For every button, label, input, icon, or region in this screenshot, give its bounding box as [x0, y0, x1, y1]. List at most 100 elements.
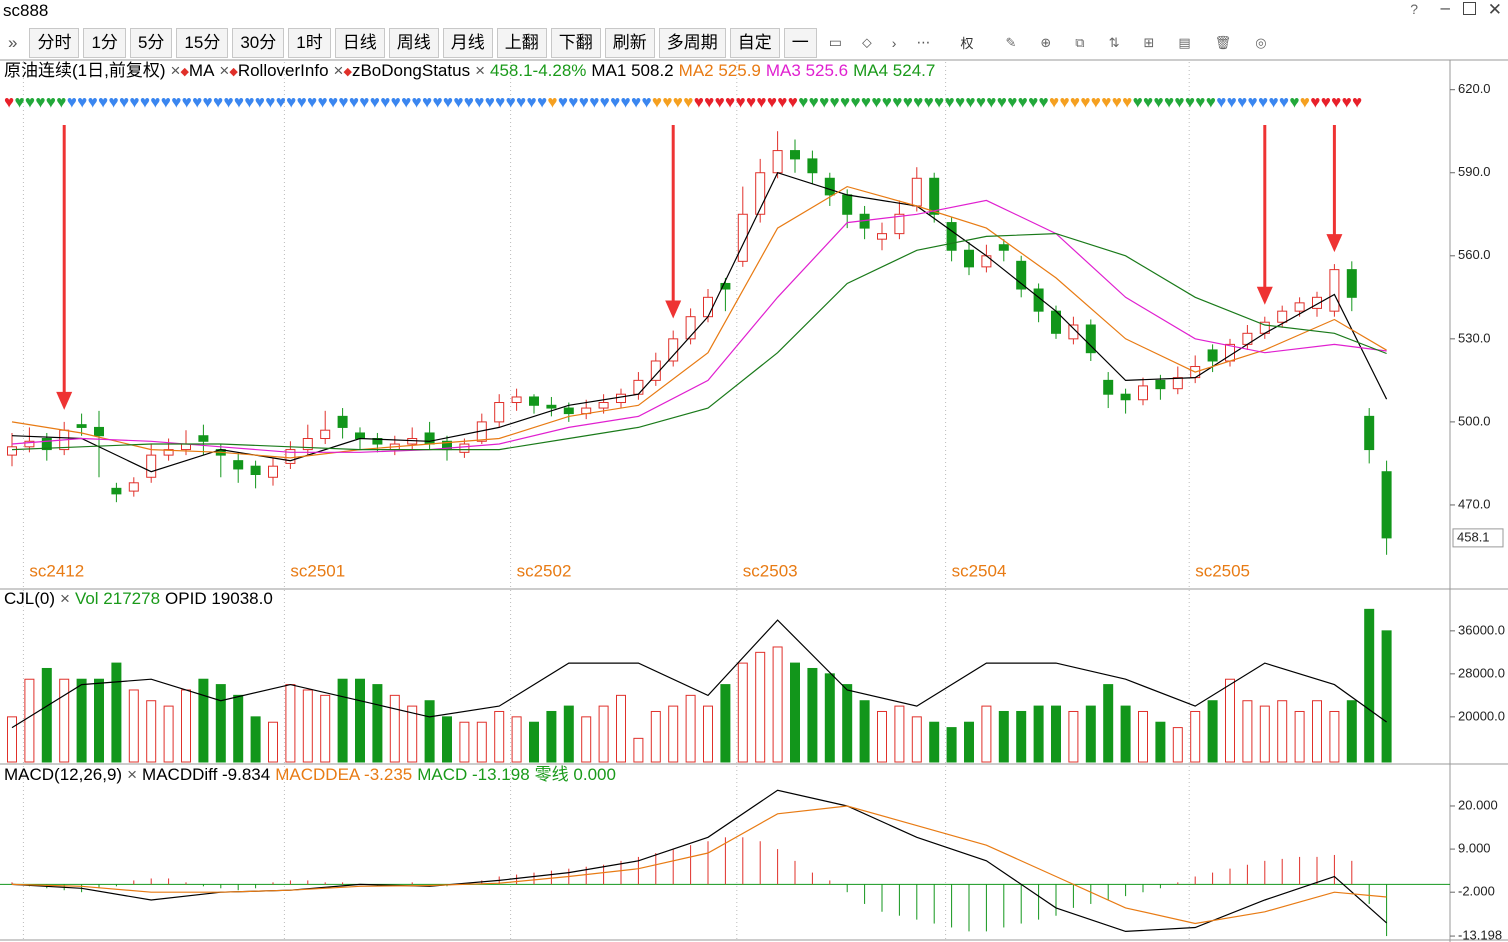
expand[interactable]: » — [8, 32, 18, 52]
toolbar-button[interactable]: 刷新 — [604, 27, 655, 58]
status-heart: ♥ — [683, 92, 693, 111]
status-heart: ♥ — [1091, 92, 1101, 111]
status-heart: ♥ — [945, 92, 955, 111]
status-heart: ♥ — [1007, 92, 1017, 111]
toolbar-button[interactable]: 15分 — [176, 27, 229, 58]
volume-bar — [929, 721, 940, 763]
volume-bar — [163, 705, 174, 763]
candle-body — [1277, 310, 1288, 323]
status-heart: ♥ — [1133, 92, 1143, 111]
volume-bar — [1312, 700, 1322, 763]
candle-body — [894, 213, 905, 235]
volume-bar — [842, 684, 853, 763]
toolbar-icon[interactable]: 🗑 — [1214, 34, 1232, 50]
candle-body — [598, 402, 609, 409]
contract-label: sc2503 — [743, 561, 798, 580]
volume-bar — [911, 716, 922, 763]
volume-bar — [24, 678, 35, 763]
volume-bar — [128, 689, 139, 763]
candle-body — [424, 432, 435, 445]
status-heart: ♥ — [213, 92, 223, 111]
status-heart: ♥ — [391, 92, 401, 111]
status-heart: ♥ — [850, 92, 860, 111]
toolbar-icon[interactable]: ▤ — [1178, 34, 1191, 50]
arrow-head — [56, 391, 73, 410]
contract-label: sc2501 — [290, 561, 345, 580]
toolbar-icon[interactable]: ⧉ — [1075, 34, 1085, 50]
status-heart: ♥ — [109, 92, 119, 111]
toolbar-icon[interactable]: ✎ — [1005, 34, 1017, 50]
status-heart: ♥ — [600, 92, 610, 111]
status-heart: ♥ — [1310, 92, 1320, 111]
help-icon[interactable]: ? — [1410, 1, 1418, 17]
toolbar-button[interactable]: 月线 — [442, 27, 493, 58]
toolbar-icon[interactable]: ▭ — [828, 34, 842, 50]
header-item: × — [219, 61, 229, 80]
status-heart: ♥ — [1059, 92, 1069, 111]
volume-bar — [1225, 678, 1235, 763]
header-item: 零线 0.000 — [535, 765, 616, 784]
status-heart: ♥ — [892, 92, 902, 111]
status-heart: ♥ — [1195, 92, 1205, 111]
volume-bar — [964, 721, 974, 763]
header-item: Vol 217278 — [75, 589, 160, 608]
candle-body — [633, 379, 644, 395]
status-heart: ♥ — [662, 92, 672, 111]
status-heart: ♥ — [203, 92, 213, 111]
volume-bar — [946, 727, 957, 763]
indicator-header: CJL(0) × Vol 217278 OPID 19038.0 — [4, 589, 273, 608]
toolbar-icon[interactable]: ⇅ — [1108, 34, 1120, 50]
candle-body — [546, 404, 557, 409]
toolbar-icon[interactable]: ⊕ — [1040, 34, 1052, 50]
volume-bar — [355, 678, 365, 763]
maximize[interactable] — [1463, 2, 1476, 15]
toolbar-icon[interactable]: 权 — [960, 36, 974, 51]
toolbar-icon[interactable]: ◎ — [1255, 34, 1267, 50]
header-item: × — [475, 61, 485, 80]
candle-body — [1016, 260, 1027, 290]
candle-body — [337, 415, 348, 428]
status-heart: ♥ — [1248, 92, 1258, 111]
status-heart: ♥ — [119, 92, 129, 111]
toolbar-button[interactable]: 30分 — [232, 27, 285, 58]
status-heart: ♥ — [537, 92, 547, 111]
status-heart: ♥ — [422, 92, 432, 111]
toolbar-icon[interactable]: ⬦ — [861, 34, 872, 50]
volume-bar — [268, 721, 278, 763]
arrow-head — [1326, 234, 1343, 253]
toolbar-icon[interactable]: ⋯ — [916, 34, 931, 50]
header-item: CJL(0) — [4, 589, 55, 608]
toolbar-button[interactable]: 下翻 — [550, 27, 601, 58]
toolbar-button[interactable]: 上翻 — [496, 27, 547, 58]
toolbar-button[interactable]: 1时 — [288, 27, 331, 58]
status-heart: ♥ — [913, 92, 923, 111]
status-heart: ♥ — [359, 92, 369, 111]
status-heart: ♥ — [715, 92, 725, 111]
toolbar-icon[interactable]: › — [891, 34, 897, 51]
toolbar-button[interactable]: 5分 — [129, 27, 173, 58]
toolbar-button[interactable]: 日线 — [334, 27, 385, 58]
close[interactable]: ✕ — [1487, 0, 1502, 19]
toolbar-icon[interactable]: ⊞ — [1143, 34, 1155, 50]
status-heart: ♥ — [464, 92, 474, 111]
toolbar-button[interactable]: 自定 — [729, 27, 780, 58]
y-tick-label: 36000.0 — [1458, 622, 1505, 637]
candle-body — [911, 177, 922, 207]
status-heart: ♥ — [1300, 92, 1310, 111]
status-heart: ♥ — [265, 92, 275, 111]
volume-bar — [546, 710, 557, 763]
toolbar-button[interactable]: 分时 — [29, 27, 80, 58]
header-item: MA — [189, 61, 215, 80]
toolbar-button[interactable]: 周线 — [388, 27, 439, 58]
volume-bar — [894, 705, 905, 763]
status-heart: ♥ — [192, 92, 202, 111]
volume-bar — [442, 716, 452, 763]
volume-bar — [424, 700, 435, 763]
candle-body — [1207, 349, 1218, 362]
minimize[interactable]: – — [1440, 0, 1450, 17]
toolbar-button[interactable]: 1分 — [83, 27, 126, 58]
status-heart: ♥ — [809, 92, 819, 111]
toolbar-button[interactable]: 一 — [783, 27, 817, 58]
toolbar-button[interactable]: 多周期 — [658, 27, 726, 58]
